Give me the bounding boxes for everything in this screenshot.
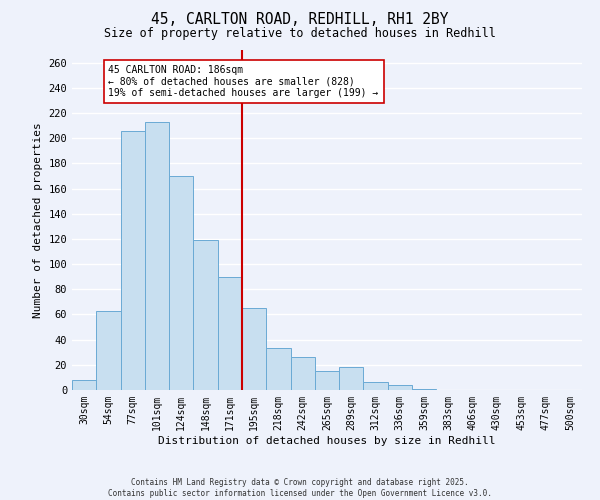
Text: Contains HM Land Registry data © Crown copyright and database right 2025.
Contai: Contains HM Land Registry data © Crown c… xyxy=(108,478,492,498)
Bar xyxy=(72,380,96,390)
Bar xyxy=(315,371,339,390)
Bar xyxy=(121,130,145,390)
Bar xyxy=(96,310,121,390)
Text: Size of property relative to detached houses in Redhill: Size of property relative to detached ho… xyxy=(104,28,496,40)
Bar xyxy=(388,385,412,390)
Text: 45 CARLTON ROAD: 186sqm
← 80% of detached houses are smaller (828)
19% of semi-d: 45 CARLTON ROAD: 186sqm ← 80% of detache… xyxy=(109,65,379,98)
Y-axis label: Number of detached properties: Number of detached properties xyxy=(33,122,43,318)
Text: 45, CARLTON ROAD, REDHILL, RH1 2BY: 45, CARLTON ROAD, REDHILL, RH1 2BY xyxy=(151,12,449,28)
Bar xyxy=(364,382,388,390)
Bar xyxy=(290,358,315,390)
X-axis label: Distribution of detached houses by size in Redhill: Distribution of detached houses by size … xyxy=(158,436,496,446)
Bar xyxy=(266,348,290,390)
Bar xyxy=(193,240,218,390)
Bar xyxy=(169,176,193,390)
Bar xyxy=(145,122,169,390)
Bar xyxy=(339,368,364,390)
Bar xyxy=(412,388,436,390)
Bar xyxy=(218,276,242,390)
Bar xyxy=(242,308,266,390)
